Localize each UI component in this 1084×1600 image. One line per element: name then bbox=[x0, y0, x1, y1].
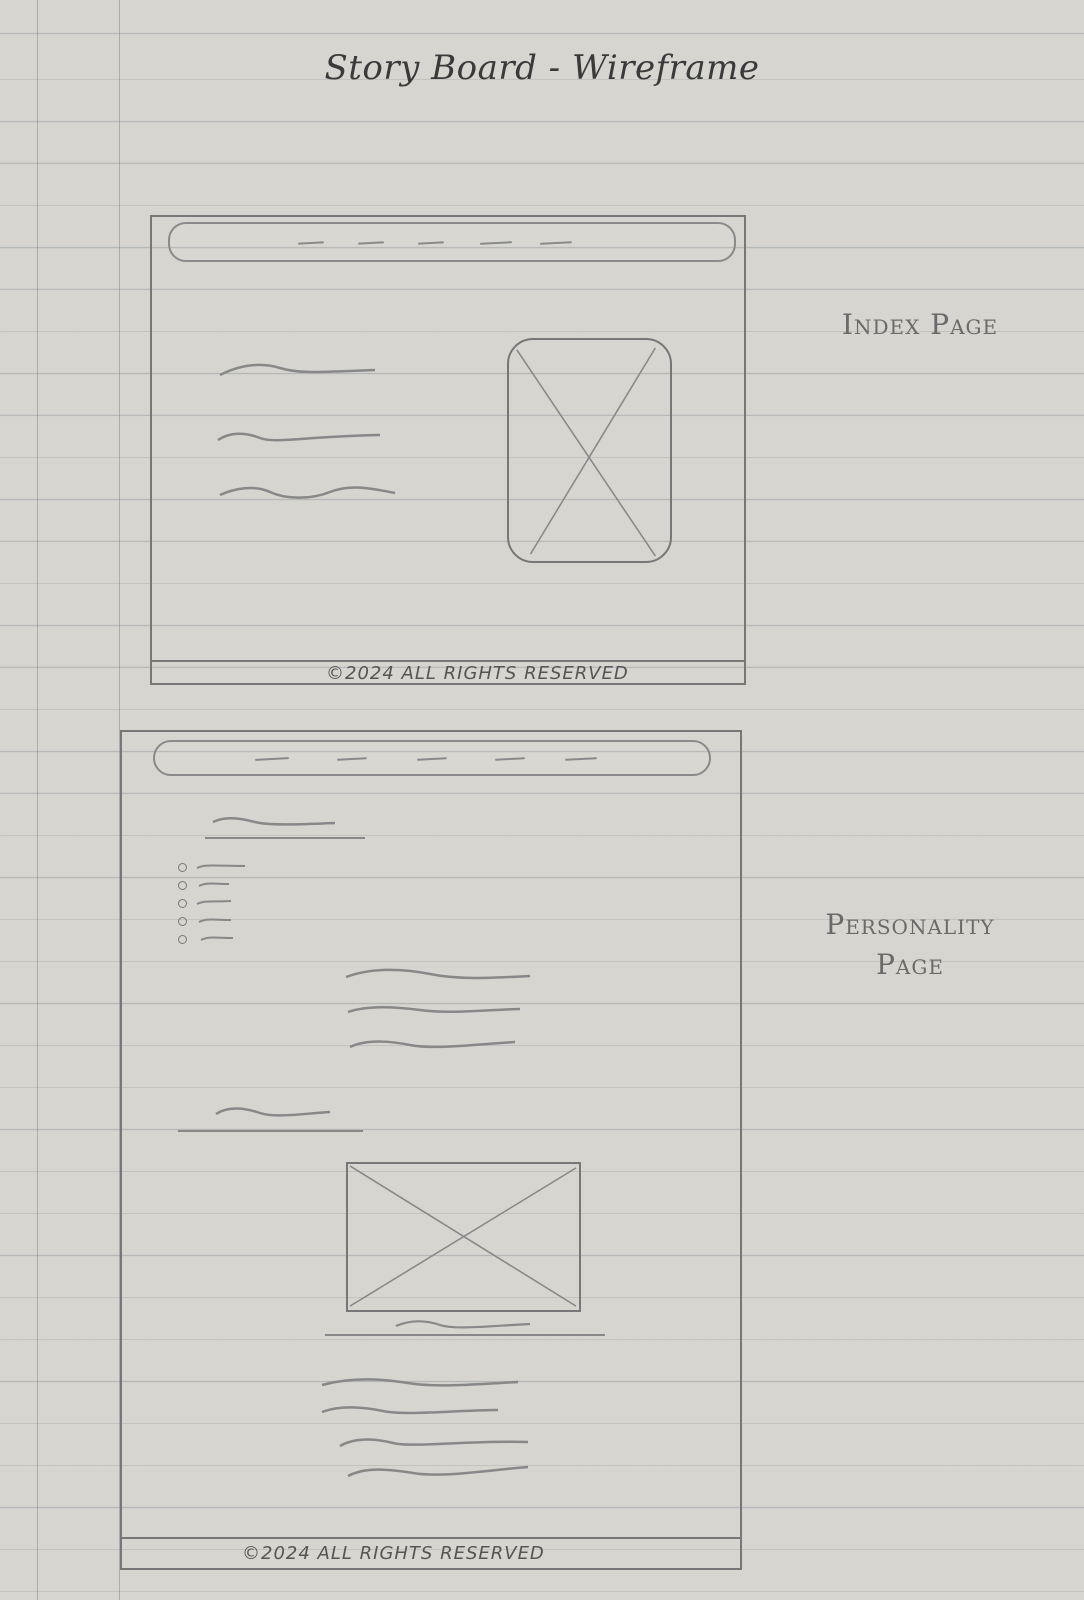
nav-link bbox=[254, 757, 290, 761]
text-line bbox=[219, 363, 376, 377]
section-heading-1 bbox=[212, 817, 336, 826]
personality-image-placeholder bbox=[346, 1162, 581, 1312]
nav-link bbox=[336, 757, 368, 761]
index-footer-divider bbox=[150, 660, 746, 662]
personality-footer-text: ©2024 All Rights Reserved bbox=[242, 1543, 545, 1564]
image-caption-underline bbox=[325, 1334, 605, 1336]
bullet-point bbox=[178, 899, 187, 908]
image-caption bbox=[395, 1320, 531, 1329]
index-footer-text: ©2024 All Rights Reserved bbox=[326, 663, 629, 684]
nav-link bbox=[539, 241, 573, 245]
nav-link bbox=[416, 757, 448, 761]
text-line bbox=[321, 1406, 499, 1415]
text-line bbox=[349, 1040, 516, 1049]
nav-link bbox=[357, 241, 385, 245]
bullet-text-lines bbox=[196, 864, 246, 941]
image-placeholder-cross bbox=[349, 1165, 577, 1307]
bullet-point bbox=[178, 863, 187, 872]
section-heading-2 bbox=[215, 1107, 331, 1117]
nav-link bbox=[417, 241, 445, 245]
paper-margin-line bbox=[37, 0, 38, 1600]
text-line bbox=[339, 1438, 529, 1448]
section-heading-1-underline bbox=[205, 837, 365, 839]
bullet-point bbox=[178, 917, 187, 926]
text-line bbox=[219, 486, 396, 499]
bullet-point bbox=[178, 935, 187, 944]
index-page-frame bbox=[150, 215, 746, 685]
paper-margin-line-2 bbox=[119, 0, 120, 1600]
personality-page-frame bbox=[120, 730, 742, 1570]
personality-paragraph-1 bbox=[345, 968, 531, 1049]
personality-paragraph-2 bbox=[321, 1378, 529, 1478]
nav-link bbox=[494, 757, 526, 761]
personality-page-label: Personality Page bbox=[825, 908, 995, 981]
bullet-point bbox=[178, 881, 187, 890]
text-line bbox=[347, 1005, 521, 1014]
personality-navbar bbox=[153, 740, 711, 776]
text-line bbox=[321, 1378, 519, 1387]
index-text-lines bbox=[217, 363, 396, 499]
nav-link bbox=[564, 757, 598, 761]
image-placeholder-cross bbox=[516, 347, 657, 557]
text-line bbox=[217, 432, 381, 442]
personality-footer-divider bbox=[120, 1537, 742, 1539]
nav-link bbox=[297, 241, 325, 245]
text-line bbox=[347, 1465, 529, 1478]
section-heading-2-underline bbox=[178, 1130, 363, 1132]
sheet-title: Story Board - Wireframe bbox=[324, 48, 760, 88]
index-navbar bbox=[168, 222, 736, 262]
index-image-placeholder bbox=[507, 338, 672, 563]
text-line bbox=[345, 968, 531, 980]
nav-link bbox=[479, 241, 513, 245]
index-page-label: Index Page bbox=[841, 308, 999, 341]
